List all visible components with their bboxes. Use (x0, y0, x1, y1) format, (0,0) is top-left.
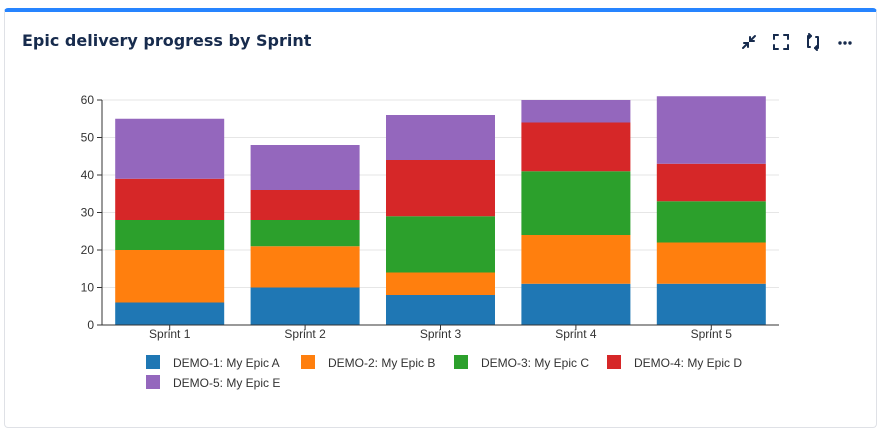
gadget-title: Epic delivery progress by Sprint (22, 31, 312, 50)
legend-label: DEMO-2: My Epic B (328, 356, 435, 370)
bar-segment (656, 242, 766, 284)
bar-segment (115, 178, 225, 220)
bar-segment (250, 287, 360, 325)
refresh-button[interactable] (800, 30, 826, 54)
bar-segment (656, 201, 766, 243)
bar-segment (521, 171, 631, 235)
y-tick-label: 20 (81, 243, 95, 257)
x-tick-label: Sprint 5 (691, 327, 733, 341)
bar-segment (386, 295, 495, 325)
y-tick-label: 50 (81, 131, 95, 145)
bar-segment (521, 235, 631, 284)
legend-swatch (301, 355, 315, 369)
y-tick-label: 0 (87, 318, 94, 332)
refresh-icon (807, 33, 819, 51)
legend-label: DEMO-1: My Epic A (173, 356, 280, 370)
legend-swatch (454, 355, 468, 369)
bar-segment (115, 118, 225, 179)
bar-segment (115, 220, 225, 250)
minimize-icon (742, 35, 756, 49)
x-tick-label: Sprint 1 (149, 327, 191, 341)
bar-segment (521, 100, 631, 123)
bar-segment (250, 246, 360, 288)
fullscreen-button[interactable] (768, 30, 794, 54)
x-tick-label: Sprint 4 (555, 327, 597, 341)
legend-label: DEMO-4: My Epic D (634, 356, 742, 370)
legend-swatch (146, 375, 160, 389)
gadget-toolbar (736, 30, 858, 54)
bar-segment (386, 160, 495, 217)
y-tick-label: 30 (81, 206, 95, 220)
x-tick-label: Sprint 3 (420, 327, 462, 341)
more-options-button[interactable] (832, 30, 858, 54)
bar-segment (250, 190, 360, 220)
legend-label: DEMO-5: My Epic E (173, 376, 280, 390)
more-options-icon (838, 41, 852, 45)
bar-segment (250, 220, 360, 247)
bar-segment (115, 250, 225, 303)
bar-segment (521, 122, 631, 172)
y-tick-label: 40 (81, 168, 95, 182)
bar-segment (386, 216, 495, 273)
legend-swatch (146, 355, 160, 369)
bar-segment (386, 115, 495, 160)
legend-swatch (607, 355, 621, 369)
bar-segment (656, 283, 766, 325)
bar-segment (386, 272, 495, 295)
bar-segment (250, 145, 360, 190)
bar-segment (656, 163, 766, 202)
bar-segment (521, 283, 631, 325)
bar-segment (115, 302, 225, 325)
y-tick-label: 60 (81, 93, 95, 107)
fullscreen-icon (773, 34, 789, 50)
legend-label: DEMO-3: My Epic C (481, 356, 589, 370)
minimize-button[interactable] (736, 30, 762, 54)
y-tick-label: 10 (81, 281, 95, 295)
bar-segment (656, 96, 766, 164)
x-tick-label: Sprint 2 (284, 327, 326, 341)
